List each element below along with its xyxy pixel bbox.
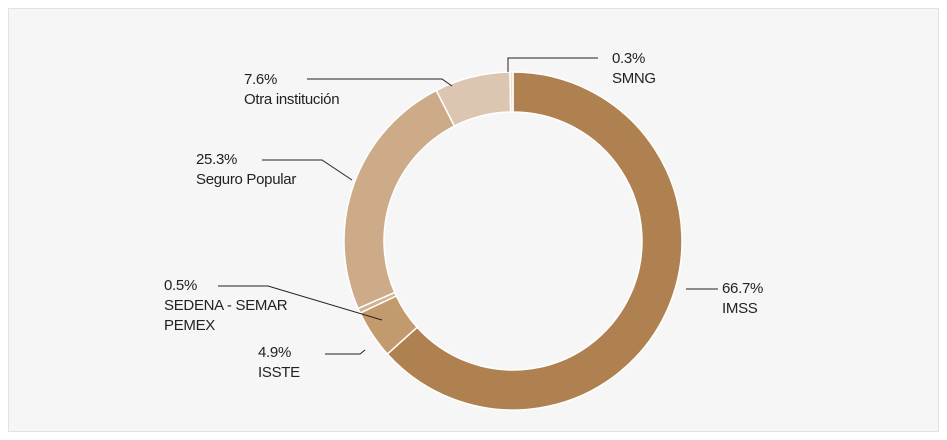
donut-segment bbox=[509, 71, 514, 113]
value-label: 25.3% bbox=[196, 151, 238, 168]
leader-line bbox=[507, 57, 598, 72]
category-label: ISSTE bbox=[258, 364, 300, 381]
data-label: 4.9% ISSTE bbox=[258, 343, 388, 383]
leader-line bbox=[325, 349, 366, 355]
value-label: 66.7% bbox=[722, 280, 764, 297]
category-label: Seguro Popular bbox=[196, 171, 297, 188]
leader-line bbox=[262, 159, 353, 181]
data-label: 0.3% SMNG bbox=[612, 49, 742, 89]
donut-segment bbox=[343, 89, 456, 310]
category-label: Otra institución bbox=[244, 91, 340, 108]
data-label: 0.5% SEDENA - SEMAR PEMEX bbox=[164, 276, 294, 336]
value-label: 0.3% bbox=[612, 50, 645, 67]
data-label: 7.6% Otra institución bbox=[244, 70, 374, 110]
value-label: 7.6% bbox=[244, 71, 277, 88]
leader-line bbox=[307, 78, 453, 87]
value-label: 4.9% bbox=[258, 344, 291, 361]
category-label: SEDENA - SEMAR PEMEX bbox=[164, 297, 288, 334]
data-label: 66.7% IMSS bbox=[722, 279, 852, 319]
category-label: SMNG bbox=[612, 70, 656, 87]
leader-line bbox=[218, 285, 383, 321]
value-label: 0.5% bbox=[164, 277, 197, 294]
donut-segment bbox=[386, 71, 683, 411]
category-label: IMSS bbox=[722, 300, 758, 317]
data-label: 25.3% Seguro Popular bbox=[196, 150, 326, 190]
